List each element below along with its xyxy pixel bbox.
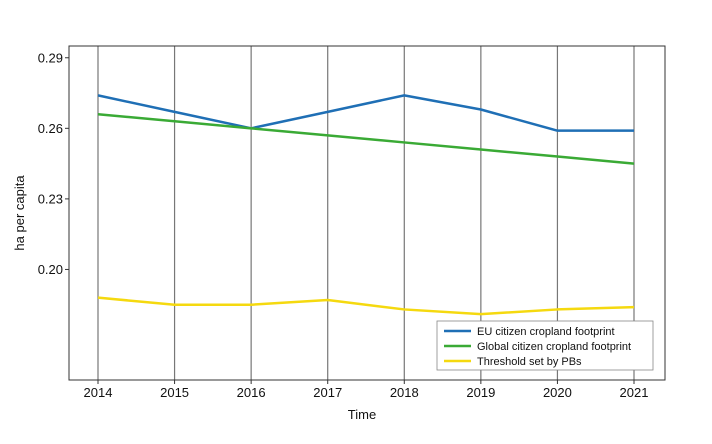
- legend-label: EU citizen cropland footprint: [477, 326, 615, 338]
- legend-label: Threshold set by PBs: [477, 356, 582, 368]
- grid: [97, 46, 635, 380]
- legend-label: Global citizen cropland footprint: [477, 341, 631, 353]
- x-tick-label: 2019: [466, 385, 495, 400]
- x-tick-label: 2021: [620, 385, 649, 400]
- y-tick-label: 0.20: [38, 262, 63, 277]
- x-tick-label: 2017: [313, 385, 342, 400]
- x-tick-label: 2014: [84, 385, 113, 400]
- legend-box: [436, 320, 654, 371]
- x-tick-label: 2015: [160, 385, 189, 400]
- x-tick-label: 2018: [390, 385, 419, 400]
- y-tick-label: 0.23: [38, 191, 63, 206]
- y-tick-label: 0.29: [38, 50, 63, 65]
- series-group: [97, 94, 635, 316]
- legend: EU citizen cropland footprint Global citi…: [436, 320, 654, 371]
- series-line-2: [97, 112, 635, 165]
- x-tick-label: 2016: [237, 385, 266, 400]
- y-tick-label: 0.26: [38, 121, 63, 136]
- x-axis-ticks: 2014 2015 2016 2017 2018 2019 2020 2021: [84, 380, 649, 400]
- x-axis-title: Time: [348, 407, 376, 422]
- series-line-3: [97, 296, 635, 316]
- y-axis-ticks: 0.20 0.23 0.26 0.29: [38, 50, 69, 277]
- x-tick-label: 2020: [543, 385, 572, 400]
- plot-area: [68, 45, 666, 381]
- series-line-1: [97, 94, 634, 132]
- y-axis-title: ha per capita: [12, 175, 27, 251]
